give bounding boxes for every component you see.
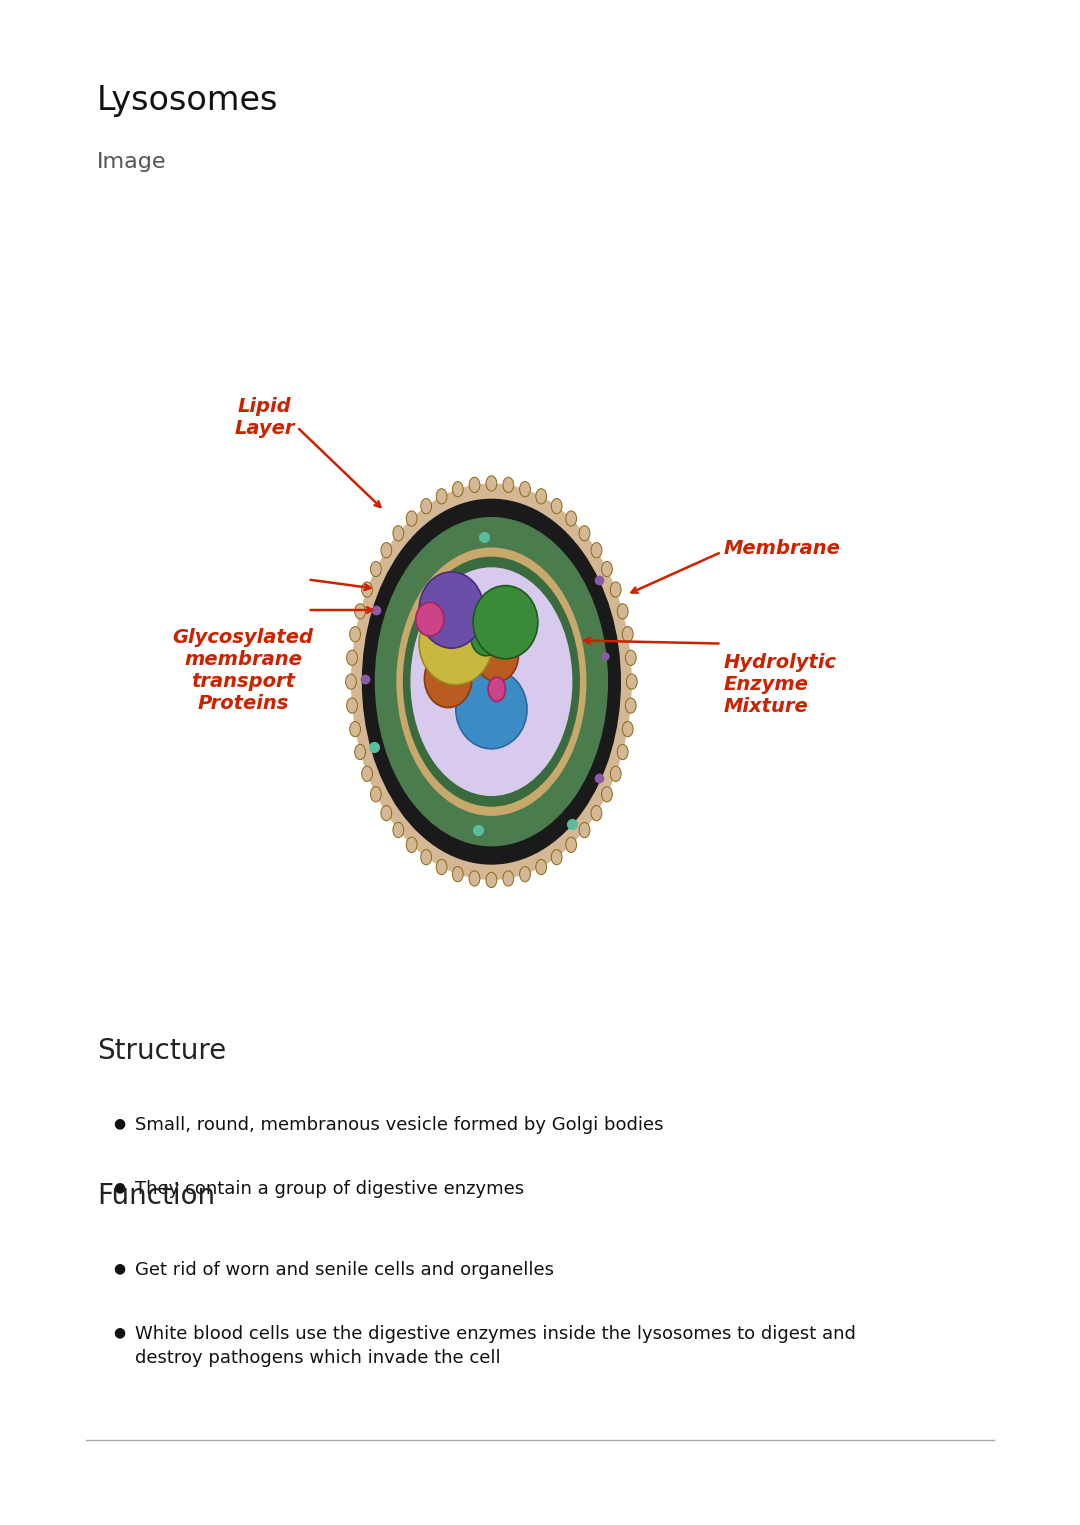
Ellipse shape bbox=[591, 805, 602, 820]
Ellipse shape bbox=[453, 482, 463, 497]
Ellipse shape bbox=[347, 698, 357, 714]
Ellipse shape bbox=[375, 517, 608, 846]
Ellipse shape bbox=[354, 604, 365, 619]
Text: Membrane: Membrane bbox=[724, 540, 840, 558]
Text: Lipid
Layer: Lipid Layer bbox=[234, 396, 295, 438]
Ellipse shape bbox=[362, 499, 621, 865]
Ellipse shape bbox=[381, 543, 392, 558]
Ellipse shape bbox=[419, 602, 492, 685]
Ellipse shape bbox=[419, 572, 484, 648]
Ellipse shape bbox=[424, 650, 472, 708]
Ellipse shape bbox=[503, 871, 514, 886]
Ellipse shape bbox=[346, 674, 356, 689]
Text: ●: ● bbox=[113, 1180, 125, 1194]
Ellipse shape bbox=[403, 557, 580, 807]
Ellipse shape bbox=[602, 787, 612, 802]
Ellipse shape bbox=[421, 499, 432, 514]
Ellipse shape bbox=[602, 561, 612, 576]
Text: They contain a group of digestive enzymes: They contain a group of digestive enzyme… bbox=[135, 1180, 524, 1199]
Ellipse shape bbox=[347, 650, 357, 665]
Ellipse shape bbox=[393, 526, 404, 541]
Ellipse shape bbox=[416, 602, 444, 636]
Ellipse shape bbox=[473, 586, 538, 659]
Ellipse shape bbox=[471, 619, 501, 656]
Ellipse shape bbox=[503, 477, 514, 493]
Ellipse shape bbox=[456, 669, 527, 749]
Ellipse shape bbox=[453, 866, 463, 881]
Ellipse shape bbox=[350, 627, 361, 642]
Ellipse shape bbox=[625, 698, 636, 714]
Text: ●: ● bbox=[113, 1261, 125, 1275]
Text: Structure: Structure bbox=[97, 1037, 227, 1064]
Ellipse shape bbox=[536, 860, 546, 875]
Ellipse shape bbox=[350, 721, 361, 737]
Ellipse shape bbox=[610, 583, 621, 598]
Ellipse shape bbox=[566, 837, 577, 852]
Ellipse shape bbox=[406, 837, 417, 852]
Ellipse shape bbox=[566, 511, 577, 526]
Ellipse shape bbox=[370, 787, 381, 802]
Ellipse shape bbox=[410, 567, 572, 796]
Ellipse shape bbox=[396, 547, 586, 816]
Ellipse shape bbox=[519, 482, 530, 497]
Ellipse shape bbox=[618, 604, 629, 619]
Text: White blood cells use the digestive enzymes inside the lysosomes to digest and
d: White blood cells use the digestive enzy… bbox=[135, 1325, 855, 1366]
Ellipse shape bbox=[421, 849, 432, 865]
Text: ●: ● bbox=[113, 1116, 125, 1130]
Ellipse shape bbox=[469, 871, 480, 886]
Text: ●: ● bbox=[113, 1325, 125, 1339]
Ellipse shape bbox=[622, 721, 633, 737]
Ellipse shape bbox=[393, 822, 404, 837]
Text: Lysosomes: Lysosomes bbox=[97, 84, 279, 117]
Text: Image: Image bbox=[97, 152, 166, 172]
Ellipse shape bbox=[551, 849, 562, 865]
Ellipse shape bbox=[381, 805, 392, 820]
Ellipse shape bbox=[469, 477, 480, 493]
Ellipse shape bbox=[370, 561, 381, 576]
Text: Small, round, membranous vesicle formed by Golgi bodies: Small, round, membranous vesicle formed … bbox=[135, 1116, 663, 1135]
Ellipse shape bbox=[618, 744, 629, 759]
Ellipse shape bbox=[519, 866, 530, 881]
Ellipse shape bbox=[362, 766, 373, 781]
Ellipse shape bbox=[579, 822, 590, 837]
Ellipse shape bbox=[351, 483, 632, 880]
Text: Glycosylated
membrane
transport
Proteins: Glycosylated membrane transport Proteins bbox=[173, 628, 313, 714]
Ellipse shape bbox=[536, 488, 546, 503]
Ellipse shape bbox=[488, 677, 505, 702]
Ellipse shape bbox=[579, 526, 590, 541]
Ellipse shape bbox=[362, 583, 373, 598]
Ellipse shape bbox=[610, 766, 621, 781]
Text: Get rid of worn and senile cells and organelles: Get rid of worn and senile cells and org… bbox=[135, 1261, 554, 1279]
Ellipse shape bbox=[551, 499, 562, 514]
Ellipse shape bbox=[475, 630, 518, 682]
Ellipse shape bbox=[625, 650, 636, 665]
Ellipse shape bbox=[591, 543, 602, 558]
Ellipse shape bbox=[626, 674, 637, 689]
Ellipse shape bbox=[486, 872, 497, 888]
Ellipse shape bbox=[486, 476, 497, 491]
Ellipse shape bbox=[436, 860, 447, 875]
Ellipse shape bbox=[406, 511, 417, 526]
Ellipse shape bbox=[622, 627, 633, 642]
Ellipse shape bbox=[354, 744, 365, 759]
Text: Function: Function bbox=[97, 1182, 215, 1209]
Text: Hydrolytic
Enzyme
Mixture: Hydrolytic Enzyme Mixture bbox=[724, 653, 837, 715]
Ellipse shape bbox=[436, 488, 447, 503]
